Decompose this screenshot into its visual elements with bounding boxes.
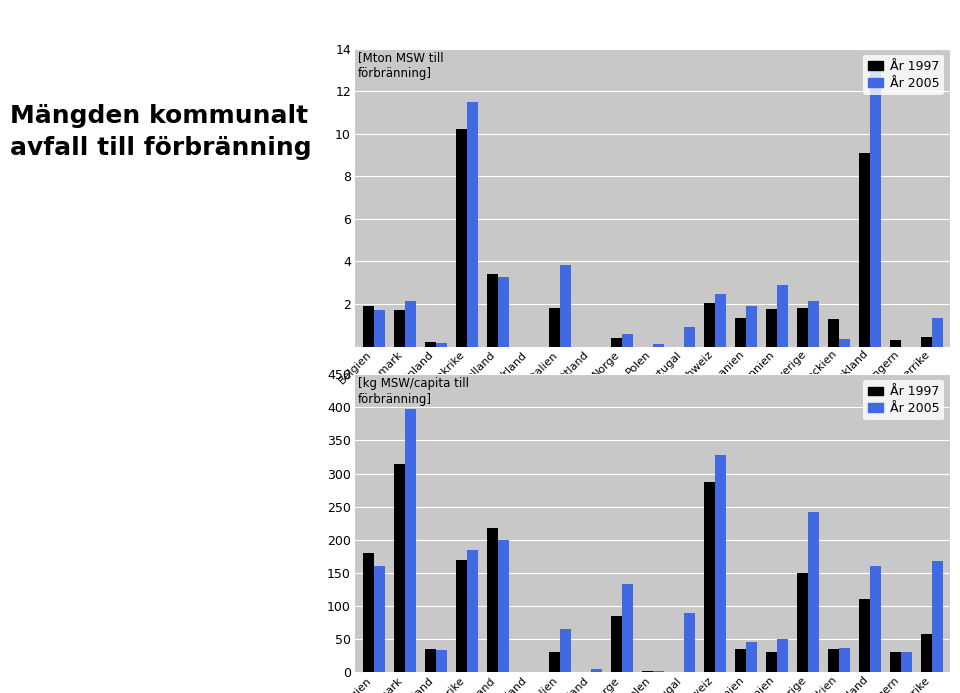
Bar — [622, 334, 633, 346]
Bar — [405, 409, 416, 672]
Bar — [900, 652, 912, 672]
Bar — [373, 566, 385, 672]
Bar — [932, 561, 943, 672]
Bar — [363, 306, 373, 346]
Bar — [394, 464, 405, 672]
Bar — [777, 285, 787, 346]
Bar — [797, 308, 807, 346]
Bar — [363, 553, 373, 672]
Bar — [611, 616, 622, 672]
Bar — [394, 310, 405, 346]
Bar — [807, 512, 819, 672]
Bar — [828, 649, 839, 672]
Bar — [735, 318, 746, 346]
Bar — [932, 318, 943, 346]
Bar — [425, 649, 436, 672]
Bar — [456, 130, 467, 346]
Bar — [498, 277, 509, 346]
Bar — [859, 153, 870, 346]
Bar — [704, 482, 715, 672]
Bar — [684, 613, 695, 672]
Bar — [456, 560, 467, 672]
Bar — [921, 337, 932, 346]
Bar — [560, 265, 570, 346]
Bar — [839, 648, 850, 672]
Bar — [590, 669, 602, 672]
Bar — [807, 301, 819, 346]
Bar — [746, 306, 756, 346]
Bar — [766, 652, 777, 672]
Bar — [436, 650, 446, 672]
Bar — [870, 566, 880, 672]
Bar — [425, 342, 436, 346]
Text: [kg MSW/capita till
förbränning]: [kg MSW/capita till förbränning] — [358, 377, 469, 406]
Bar — [487, 528, 498, 672]
Bar — [487, 274, 498, 346]
Bar — [735, 649, 746, 672]
Bar — [870, 66, 880, 346]
Bar — [653, 344, 663, 346]
Bar — [715, 455, 726, 672]
Bar — [436, 343, 446, 346]
Bar — [653, 671, 663, 672]
Bar — [467, 102, 478, 346]
Bar — [405, 301, 416, 346]
Bar — [622, 584, 633, 672]
Bar — [704, 303, 715, 346]
Bar — [611, 338, 622, 346]
Bar — [560, 629, 570, 672]
Bar — [549, 652, 560, 672]
Bar — [797, 573, 807, 672]
Bar — [777, 639, 787, 672]
Bar — [766, 309, 777, 346]
Bar — [373, 310, 385, 346]
Bar — [890, 652, 900, 672]
Text: [Mton MSW till
förbränning]: [Mton MSW till förbränning] — [358, 51, 444, 80]
Bar — [839, 339, 850, 346]
Bar — [859, 599, 870, 672]
Legend: År 1997, År 2005: År 1997, År 2005 — [863, 55, 944, 94]
Bar — [684, 327, 695, 346]
Bar — [921, 635, 932, 672]
Text: Mängden kommunalt
avfall till förbränning: Mängden kommunalt avfall till förbrännin… — [10, 104, 311, 159]
Legend: År 1997, År 2005: År 1997, År 2005 — [863, 380, 944, 420]
Bar — [828, 319, 839, 346]
Bar — [467, 550, 478, 672]
Bar — [890, 340, 900, 346]
Bar — [715, 295, 726, 346]
Bar — [549, 308, 560, 346]
Bar — [746, 642, 756, 672]
Bar — [498, 540, 509, 672]
Bar — [642, 671, 653, 672]
